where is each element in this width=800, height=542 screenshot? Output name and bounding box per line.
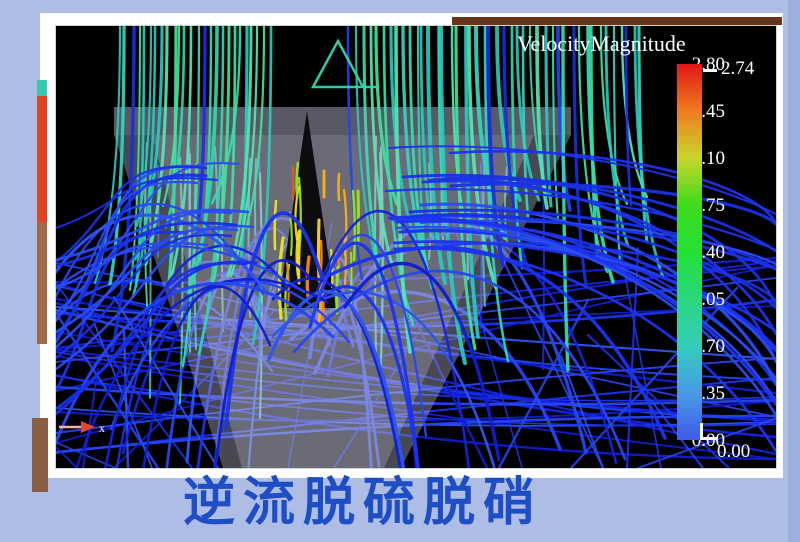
edge-strip-teal (37, 80, 47, 96)
colorbar-title: VelocityMagnitude (517, 31, 686, 56)
edge-strip-brown-upper (37, 222, 47, 344)
caption-text: 逆流脱硫脱硝 (183, 474, 544, 532)
edge-strip-brown-lower (32, 418, 48, 492)
edge-strip-red (37, 96, 47, 222)
colorbar-gradient (677, 64, 702, 440)
axis-arrow-head (81, 421, 95, 433)
colorbar-min-label: 0.00 (717, 441, 751, 462)
colorbar-max-tick (703, 69, 717, 72)
colorbar-min-tick (703, 437, 717, 440)
axis-x-label: x (99, 421, 105, 435)
streamline-canvas: x (56, 26, 776, 468)
background-shade (788, 0, 800, 542)
colorbar-max-label: 2.74 (721, 58, 755, 79)
frame-top-artifact (452, 17, 782, 25)
colorbar-min-tick-vertical (700, 423, 703, 440)
streamlines-front (56, 26, 776, 468)
cfd-viewport: x 2.80 2.45 2.10 1.75 1.40 1.05 0.70 0.35 0.00 (55, 25, 777, 469)
axis-triad: x (59, 421, 105, 435)
